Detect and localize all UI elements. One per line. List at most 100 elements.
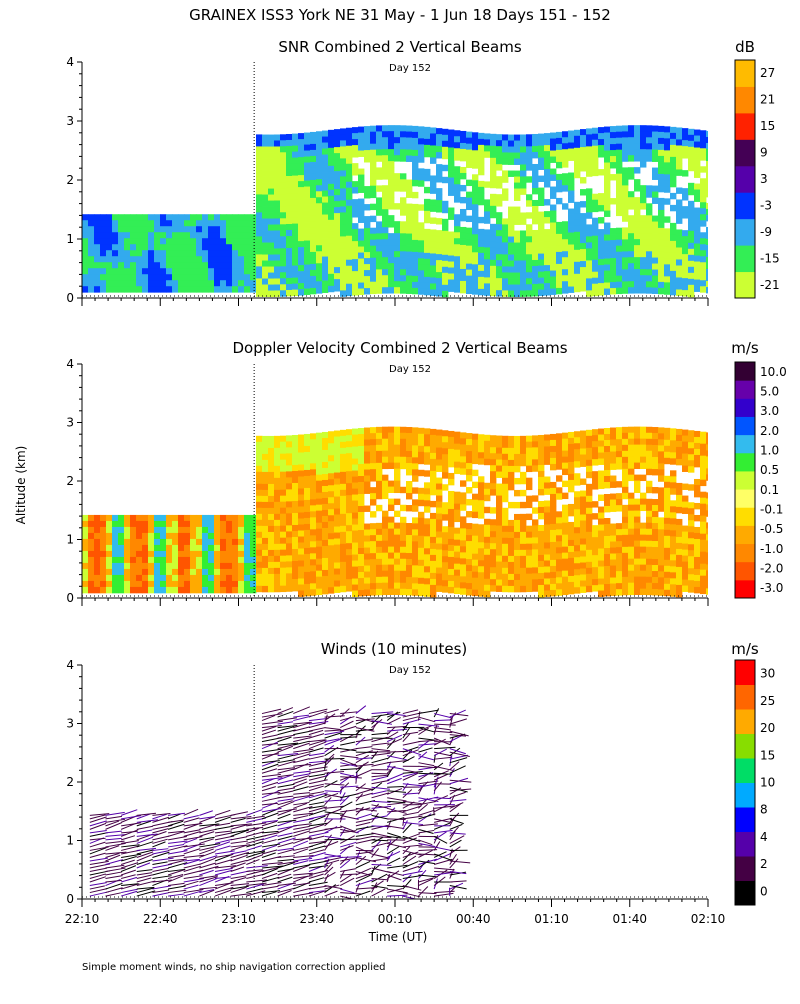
heatmap-cell bbox=[430, 235, 436, 241]
heatmap-cell bbox=[658, 234, 664, 240]
heatmap-cell bbox=[262, 496, 268, 502]
heatmap-cell bbox=[532, 212, 538, 218]
heatmap-cell bbox=[172, 563, 178, 569]
heatmap-cell bbox=[298, 525, 304, 531]
heatmap-cell bbox=[670, 560, 676, 566]
heatmap-cell bbox=[478, 488, 484, 494]
heatmap-cell bbox=[580, 225, 586, 231]
heatmap-cell bbox=[634, 257, 640, 263]
heatmap-cell bbox=[688, 159, 694, 165]
heatmap-cell bbox=[316, 281, 322, 287]
heatmap-cell bbox=[616, 174, 622, 180]
heatmap-cell bbox=[400, 143, 406, 149]
heatmap-cell bbox=[382, 493, 388, 499]
heatmap-cell bbox=[232, 515, 238, 521]
heatmap-cell bbox=[316, 275, 322, 281]
heatmap-cell bbox=[394, 275, 400, 281]
heatmap-cell bbox=[322, 167, 328, 173]
heatmap-cell bbox=[106, 274, 112, 280]
heatmap-cell bbox=[586, 140, 592, 146]
heatmap-cell bbox=[292, 543, 298, 549]
heatmap-cell bbox=[544, 506, 550, 512]
heatmap-cell bbox=[124, 244, 130, 250]
heatmap-cell bbox=[556, 445, 562, 451]
heatmap-cell bbox=[694, 581, 700, 587]
heatmap-cell bbox=[466, 138, 472, 144]
heatmap-cell bbox=[238, 515, 244, 521]
heatmap-cell bbox=[82, 274, 88, 280]
heatmap-cell bbox=[148, 250, 154, 256]
heatmap-cell bbox=[442, 502, 448, 508]
heatmap-cell bbox=[112, 214, 118, 220]
heatmap-cell bbox=[460, 263, 466, 269]
heatmap-cell bbox=[352, 495, 358, 501]
heatmap-cell bbox=[634, 125, 640, 131]
heatmap-cell bbox=[352, 585, 358, 591]
heatmap-cell bbox=[592, 242, 598, 248]
heatmap-cell bbox=[178, 280, 184, 286]
heatmap-cell bbox=[658, 565, 664, 571]
heatmap-cell bbox=[256, 466, 262, 472]
heatmap-cell bbox=[160, 575, 166, 581]
heatmap-cell bbox=[466, 511, 472, 517]
heatmap-cell bbox=[706, 546, 712, 552]
heatmap-cell bbox=[268, 225, 274, 231]
heatmap-cell bbox=[688, 291, 694, 297]
heatmap-cell bbox=[136, 244, 142, 250]
heatmap-cell bbox=[460, 570, 466, 576]
heatmap-cell bbox=[694, 256, 700, 262]
heatmap-cell bbox=[142, 214, 148, 220]
heatmap-cell bbox=[592, 230, 598, 236]
heatmap-cell bbox=[262, 460, 268, 466]
heatmap-cell bbox=[454, 214, 460, 220]
heatmap-cell bbox=[436, 260, 442, 266]
heatmap-cell bbox=[610, 584, 616, 590]
heatmap-cell bbox=[472, 270, 478, 276]
heatmap-cell bbox=[676, 163, 682, 169]
heatmap-cell bbox=[556, 463, 562, 469]
heatmap-cell bbox=[622, 185, 628, 191]
heatmap-cell bbox=[340, 514, 346, 520]
heatmap-cell bbox=[226, 226, 232, 232]
heatmap-cell bbox=[520, 230, 526, 236]
heatmap-cell bbox=[610, 162, 616, 168]
heatmap-cell bbox=[208, 286, 214, 292]
heatmap-cell bbox=[496, 544, 502, 550]
heatmap-cell bbox=[574, 551, 580, 557]
heatmap-cell bbox=[346, 290, 352, 296]
heatmap-cell bbox=[346, 543, 352, 549]
heatmap-cell bbox=[550, 211, 556, 217]
heatmap-cell bbox=[472, 506, 478, 512]
heatmap-cell bbox=[454, 286, 460, 292]
heatmap-cell bbox=[694, 238, 700, 244]
heatmap-cell bbox=[316, 529, 322, 535]
heatmap-cell bbox=[628, 517, 634, 523]
heatmap-cell bbox=[322, 179, 328, 185]
heatmap-cell bbox=[700, 142, 706, 148]
heatmap-cell bbox=[298, 441, 304, 447]
heatmap-cell bbox=[700, 558, 706, 564]
heatmap-cell bbox=[202, 581, 208, 587]
heatmap-cell bbox=[646, 209, 652, 215]
heatmap-cell bbox=[592, 477, 598, 483]
y-tick-label: 4 bbox=[66, 357, 74, 371]
heatmap-cell bbox=[340, 466, 346, 472]
heatmap-cell bbox=[166, 274, 172, 280]
heatmap-cell bbox=[340, 544, 346, 550]
heatmap-cell bbox=[292, 441, 298, 447]
heatmap-cell bbox=[400, 523, 406, 529]
heatmap-cell bbox=[556, 523, 562, 529]
heatmap-cell bbox=[418, 500, 424, 506]
heatmap-cell bbox=[586, 170, 592, 176]
heatmap-cell bbox=[664, 258, 670, 264]
heatmap-cell bbox=[250, 280, 256, 286]
heatmap-cell bbox=[466, 288, 472, 294]
heatmap-cell bbox=[604, 199, 610, 205]
heatmap-cell bbox=[280, 158, 286, 164]
heatmap-cell bbox=[142, 569, 148, 575]
heatmap-cell bbox=[262, 201, 268, 207]
heatmap-cell bbox=[328, 196, 334, 202]
heatmap-cell bbox=[298, 537, 304, 543]
heatmap-cell bbox=[670, 181, 676, 187]
heatmap-cell bbox=[382, 481, 388, 487]
